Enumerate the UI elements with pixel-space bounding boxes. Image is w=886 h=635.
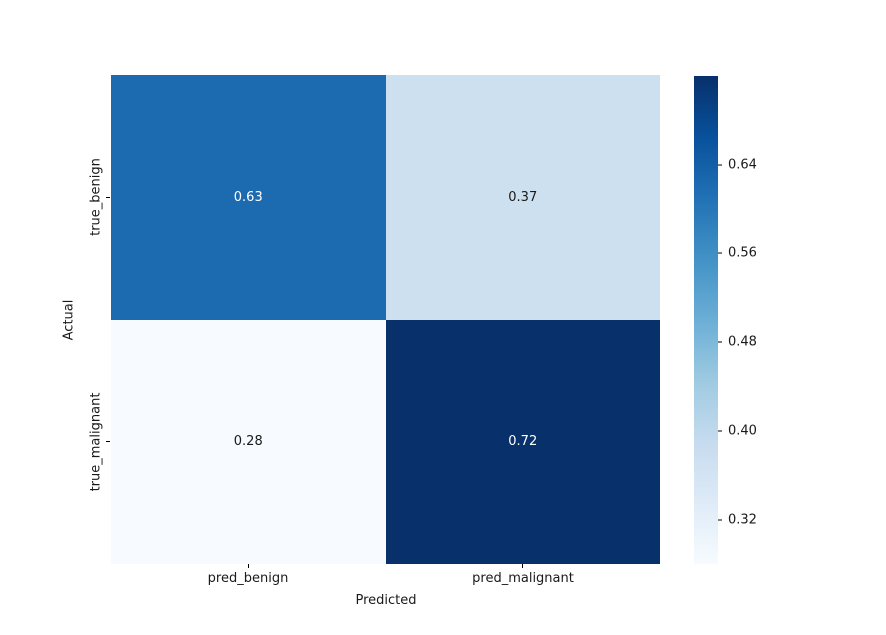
y-axis-tick-mark [106, 197, 110, 198]
colorbar-tick: 0.32 [718, 512, 757, 527]
colorbar-tick-label: 0.64 [728, 157, 757, 173]
heatmap-cell-true-malignant-pred-malignant: 0.72 [385, 319, 660, 564]
x-tick-label-pred-benign: pred_benign [207, 571, 289, 586]
heatmap-cell-true-benign-pred-benign: 0.63 [111, 75, 386, 320]
x-axis-label: Predicted [355, 593, 417, 608]
heatmap-cell-true-malignant-pred-benign: 0.28 [111, 319, 386, 564]
colorbar-tick-label: 0.48 [728, 334, 757, 350]
colorbar-tick-label: 0.32 [728, 512, 757, 528]
x-tick-label-pred-malignant: pred_malignant [472, 571, 574, 586]
colorbar-tick-label: 0.40 [728, 423, 757, 439]
y-axis-tick-mark [106, 441, 110, 442]
colorbar-tick: 0.56 [718, 246, 757, 261]
cell-value: 0.63 [233, 189, 263, 205]
colorbar-tick-mark [718, 519, 722, 521]
cell-value: 0.37 [508, 189, 538, 205]
colorbar-tick: 0.48 [718, 335, 757, 350]
colorbar-ticks: 0.64 0.56 0.48 0.40 0.32 [718, 76, 788, 564]
cell-value: 0.28 [233, 434, 263, 450]
colorbar-tick-mark [718, 164, 722, 166]
colorbar-tick: 0.64 [718, 157, 757, 172]
colorbar-tick-mark [718, 341, 722, 343]
colorbar-tick-mark [718, 252, 722, 254]
y-tick-label-true-malignant: true_malignant [88, 392, 104, 492]
colorbar-tick-mark [718, 430, 722, 432]
colorbar-tick: 0.40 [718, 423, 757, 438]
heatmap-plot-area: 0.63 0.37 0.28 0.72 [111, 75, 660, 564]
y-axis-label: Actual [61, 299, 77, 341]
colorbar-tick-label: 0.56 [728, 245, 757, 261]
heatmap-cell-true-benign-pred-malignant: 0.37 [385, 75, 660, 320]
x-axis-tick-mark [522, 564, 523, 568]
y-tick-label-true-benign: true_benign [88, 158, 104, 236]
colorbar-gradient [694, 76, 718, 564]
cell-value: 0.72 [508, 434, 538, 450]
x-axis-tick-mark [248, 564, 249, 568]
